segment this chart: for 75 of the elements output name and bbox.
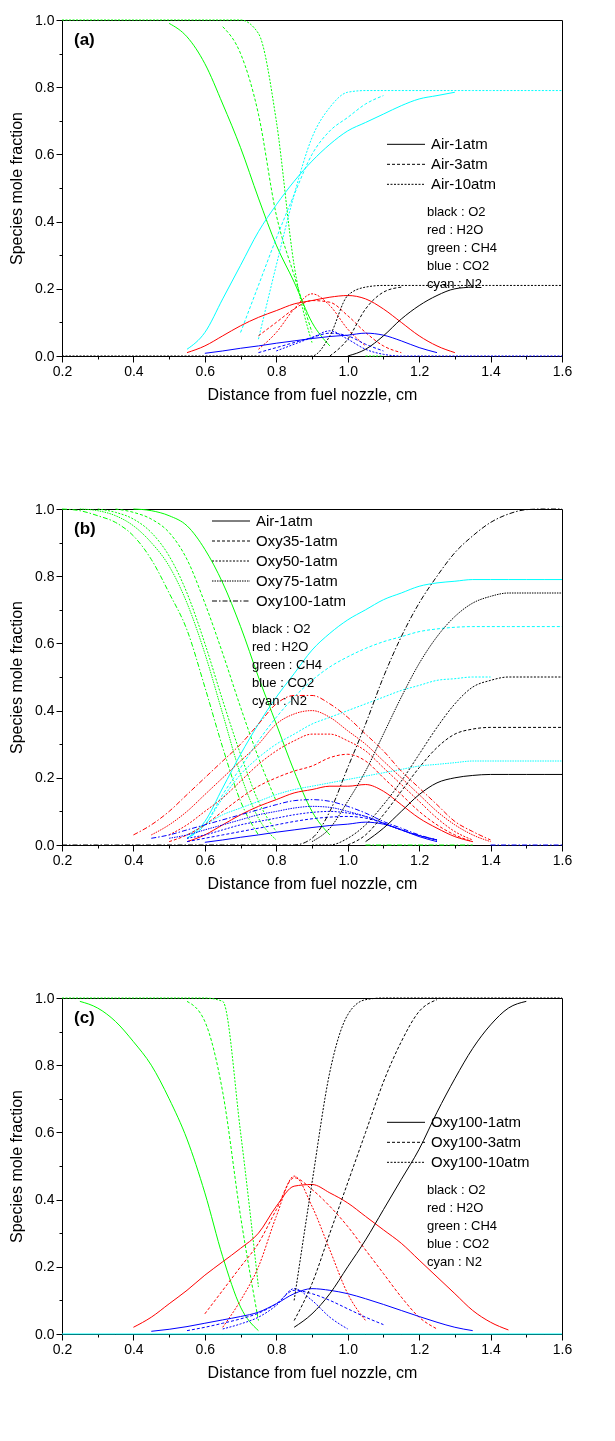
y-tick-label: 0.2: [35, 280, 55, 297]
x-tick-label: 0.6: [195, 851, 216, 868]
annotation: black : O2: [427, 1182, 486, 1198]
y-tick-label: 0.2: [35, 769, 55, 786]
x-tick-label: 0.8: [267, 362, 287, 379]
legend-label: Air-10atm: [431, 175, 497, 193]
annotation: green : CH4: [427, 240, 498, 256]
x-tick-label: 1.0: [338, 851, 359, 868]
x-tick-label: 1.0: [338, 1340, 359, 1357]
y-tick-label: 0.0: [35, 836, 55, 853]
x-tick-label: 0.2: [52, 362, 73, 379]
x-tick-label: 1.6: [552, 851, 573, 868]
y-tick-label: 0.8: [35, 78, 55, 95]
y-tick-label: 1.0: [35, 500, 55, 517]
x-tick-label: 0.4: [124, 362, 144, 379]
x-tick-label: 1.6: [552, 1340, 573, 1357]
y-tick-label: 1.0: [35, 11, 55, 28]
y-tick-label: 0.0: [35, 1325, 55, 1342]
legend-label: Oxy75-1atm: [256, 572, 338, 589]
annotation: green : CH4: [427, 1218, 498, 1234]
annotation: (c): [74, 1008, 95, 1027]
x-tick-label: 1.4: [481, 851, 502, 868]
x-tick-label: 0.2: [52, 851, 73, 868]
annotation: (a): [74, 30, 95, 49]
x-tick-label: 1.0: [338, 362, 359, 379]
legend-label: Oxy100-3atm: [431, 1133, 522, 1151]
legend-label: Air-1atm: [256, 512, 313, 529]
legend-label: Oxy100-10atm: [431, 1153, 530, 1171]
y-tick-label: 1.0: [35, 989, 55, 1006]
x-axis-title: Distance from fuel nozzle, cm: [207, 1363, 418, 1381]
annotation: cyan : N2: [427, 1254, 482, 1270]
x-tick-label: 1.2: [409, 362, 430, 379]
legend-label: Oxy100-1atm: [431, 1113, 522, 1131]
y-tick-label: 0.6: [35, 634, 55, 651]
x-tick-label: 0.6: [195, 362, 216, 379]
legend-label: Oxy35-1atm: [256, 532, 338, 549]
x-tick-label: 0.8: [267, 1340, 287, 1357]
x-tick-label: 0.4: [124, 851, 144, 868]
x-axis-title: Distance from fuel nozzle, cm: [207, 385, 418, 403]
y-tick-label: 0.4: [35, 1191, 55, 1208]
annotation: black : O2: [427, 204, 486, 220]
y-tick-label: 0.8: [35, 567, 55, 584]
x-tick-label: 1.4: [481, 1340, 502, 1357]
annotation: red : H2O: [427, 222, 484, 238]
annotation: red : H2O: [252, 639, 309, 654]
y-tick-label: 0.4: [35, 702, 55, 719]
y-tick-label: 0.6: [35, 145, 55, 162]
annotation: blue : CO2: [427, 258, 490, 274]
x-tick-label: 1.2: [409, 851, 430, 868]
annotation: red : H2O: [427, 1200, 484, 1216]
legend-label: Air-3atm: [431, 155, 488, 173]
y-axis-title: Species mole fraction: [8, 1090, 26, 1243]
annotation: green : CH4: [252, 657, 323, 672]
y-tick-label: 0.4: [35, 213, 55, 230]
annotation: blue : CO2: [427, 1236, 490, 1252]
y-tick-label: 0.8: [35, 1056, 55, 1073]
x-tick-label: 1.4: [481, 362, 502, 379]
x-tick-label: 1.2: [409, 1340, 430, 1357]
x-tick-label: 0.8: [267, 851, 287, 868]
annotation: (b): [74, 519, 96, 538]
x-tick-label: 1.6: [552, 362, 573, 379]
y-axis-title: Species mole fraction: [8, 601, 26, 754]
legend-label: Air-1atm: [431, 135, 488, 153]
x-tick-label: 0.4: [124, 1340, 144, 1357]
legend-label: Oxy100-1atm: [256, 592, 347, 609]
x-axis-title: Distance from fuel nozzle, cm: [207, 874, 418, 892]
y-tick-label: 0.6: [35, 1123, 55, 1140]
legend-label: Oxy50-1atm: [256, 552, 338, 569]
x-tick-label: 0.6: [195, 1340, 216, 1357]
y-axis-title: Species mole fraction: [8, 112, 26, 265]
y-tick-label: 0.0: [35, 347, 55, 364]
x-tick-label: 0.2: [52, 1340, 73, 1357]
annotation: black : O2: [252, 621, 311, 636]
annotation: blue : CO2: [252, 675, 315, 690]
y-tick-label: 0.2: [35, 1258, 55, 1275]
